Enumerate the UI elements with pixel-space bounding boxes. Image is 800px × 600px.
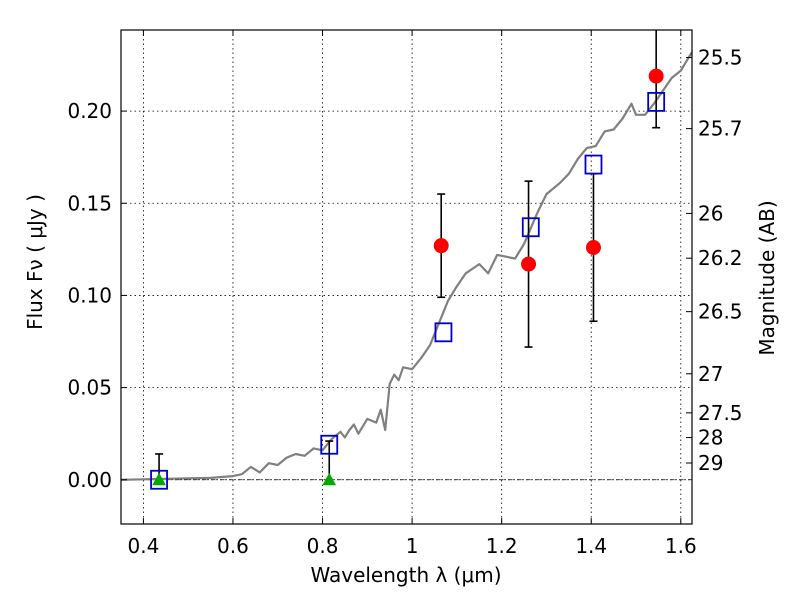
right-tick-label: 25.7 [698, 117, 743, 141]
model-square [584, 154, 603, 175]
right-tick-label: 26.5 [698, 300, 743, 324]
x-tick-label: 1.4 [575, 534, 607, 558]
right-tick-label: 29 [698, 451, 723, 475]
error-bars [155, 30, 661, 480]
model-square [320, 434, 339, 455]
x-tick-label: 0.8 [307, 534, 339, 558]
model-spectrum-line [120, 51, 693, 481]
right-tick-label: 26 [698, 201, 723, 225]
right-tick-label: 26.2 [698, 246, 743, 270]
x-tick-label: 1.2 [486, 534, 518, 558]
tick-labels: 0.4 0.6 0.8 1 1.2 1.4 1.6 0.00 0.05 0.10 0.15 0.20 2… [67, 45, 742, 558]
model-square [647, 91, 666, 112]
plot-frame [120, 29, 693, 525]
grid-lines [121, 30, 692, 524]
y-tick-label: 0.05 [67, 376, 112, 400]
upper-limit-triangle [152, 472, 166, 486]
right-tick-label: 28 [698, 426, 723, 450]
detection-point [648, 68, 664, 84]
model-square [150, 469, 168, 490]
x-tick-label: 1 [406, 534, 419, 558]
y-tick-label: 0.10 [67, 283, 112, 307]
spectrum-path [120, 51, 693, 481]
right-tick-label: 27 [698, 362, 723, 386]
x-tick-label: 0.4 [127, 534, 159, 558]
axis-ticks [121, 30, 692, 524]
x-tick-label: 1.6 [665, 534, 697, 558]
right-tick-label: 27.5 [698, 401, 743, 425]
right-tick-label: 25.5 [698, 45, 743, 69]
upper-limit-triangle [322, 472, 337, 486]
model-square [434, 322, 453, 343]
detection-point [585, 240, 601, 256]
data-markers [150, 68, 666, 490]
x-axis-label: Wavelength λ (μm) [310, 563, 501, 587]
y-tick-label: 0.15 [67, 191, 112, 215]
y-axis-label-right: Magnitude (AB) [755, 200, 779, 355]
model-square [521, 217, 540, 238]
x-tick-label: 0.6 [217, 534, 249, 558]
y-tick-label: 0.20 [67, 99, 112, 123]
detection-point [521, 256, 537, 272]
y-axis-label-left: Flux Fν ( μJy ) [23, 194, 47, 330]
detection-point [433, 238, 449, 254]
y-tick-label: 0.00 [67, 468, 112, 492]
